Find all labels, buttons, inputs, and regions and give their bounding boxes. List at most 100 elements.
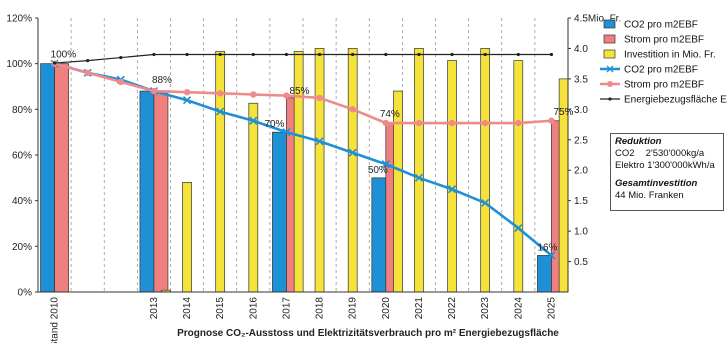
data-label: 50% [368,165,388,176]
left-tick-label: 20% [12,242,32,253]
data-label: 100% [51,50,77,61]
legend-label: Investition in Mio. Fr. [624,50,716,61]
investment-value: 44 Mio. Franken [615,190,684,201]
left-tick-label: 80% [12,105,32,116]
elektro-reduction-row: Elektro 1'300'000kWh/a [615,160,719,172]
legend-label: CO2 pro m2EBF [624,65,698,76]
x-tick-label: 2014 [182,297,193,320]
point-strom [349,106,356,113]
bar-investition [248,102,259,293]
bar-co2 [139,90,155,293]
legend-marker [606,65,614,73]
bar-investition [314,48,325,293]
x-tick-label: 2018 [315,297,326,320]
x-axis-title: Prognose CO₂-Ausstoss und Elektrizitätsv… [177,328,559,339]
legend-swatch [603,49,616,59]
legend-swatch [603,19,616,29]
bar-co2 [371,177,387,293]
point-strom [515,119,522,127]
point-ebf [483,52,487,57]
left-tick-label: 0% [18,288,33,299]
investment-title: Gesamtinvestition [615,178,698,189]
co2-reduction-row: CO2 2'530'000kg/a [615,148,719,160]
x-tick-label: 2015 [215,297,226,320]
bar-investition [393,90,403,293]
data-label: 16% [537,242,557,253]
point-strom [415,119,423,127]
co2-value: 2'530'000kg/a [645,148,705,159]
point-ebf [351,52,355,57]
point-strom [117,78,125,86]
right-tick-label: 4.0 [574,44,588,55]
point-co2 [514,224,523,233]
chart-data-labels: 100% 88% 70% 85% 50% 74% 16% 75% [51,50,574,254]
point-ebf [251,52,255,57]
data-label: 75% [553,107,573,118]
point-co2 [348,148,357,157]
bar-strom [153,90,169,293]
x-tick-label: 2013 [149,297,160,320]
point-ebf [317,52,322,57]
point-co2 [414,173,424,182]
legend-label: Energiebezugsfläche EBF [624,95,727,106]
point-co2 [216,107,225,116]
x-tick-label: 2017 [281,297,292,320]
right-tick-label: 4.5Mio. Fr. [574,14,621,25]
data-label: 88% [152,75,172,86]
right-tick-label: 2.0 [574,166,588,177]
point-strom [283,92,290,99]
x-tick-label: 2023 [480,297,491,320]
co2-key: CO2 [615,148,635,159]
right-tick-label: 2.5 [574,135,588,146]
point-ebf [516,52,520,57]
point-co2 [481,198,490,208]
point-strom [548,117,555,124]
x-tick-label: 2025 [546,297,557,320]
data-label: 85% [289,86,309,97]
bar-investition [414,48,424,293]
point-co2 [282,128,291,137]
right-tick-label: 1.5 [574,196,588,207]
bar-investition [182,182,192,293]
chart-legend: CO2 pro m2EBF Strom pro m2EBF Investition … [600,20,727,106]
bar-investition [347,48,358,293]
x-tick-label: 2019 [348,297,359,320]
point-strom [481,119,489,127]
point-ebf [549,52,554,57]
point-co2 [381,160,390,169]
summary-note-box: Reduktion CO2 2'530'000kg/a Elektro 1'30… [610,133,724,211]
left-tick-label: 40% [12,196,32,207]
chart-axes: 0% 20% 40% 60% 80% 100% 120% 0.5 1.0 1.5 2.0 2.5 3.0… [6,14,621,343]
bar-co2 [272,131,287,293]
point-co2 [547,251,556,260]
point-ebf [284,52,289,57]
x-tick-label: 2022 [447,297,458,320]
x-tick-label: 2024 [513,297,524,320]
x-tick-label: Stand 2010 [50,297,61,343]
data-label: 70% [264,119,284,130]
point-strom [150,87,158,95]
point-ebf [119,55,123,60]
point-strom [382,119,390,127]
bar-co2 [40,63,55,293]
legend-swatch [603,34,616,44]
left-tick-label: 100% [6,59,32,70]
bar-investition [215,51,226,293]
point-strom [448,119,456,127]
point-strom [84,69,91,77]
point-ebf [152,52,156,57]
bar-strom [54,63,69,293]
point-strom [316,94,323,102]
reduktion-title: Reduktion [615,136,662,147]
legend-marker [607,81,613,87]
point-ebf [417,52,421,57]
point-co2 [315,137,324,146]
data-label: 74% [380,109,400,120]
elektro-value: 1'300'000kWh/a [647,160,715,171]
point-co2 [249,116,258,125]
bar-investition [513,60,524,293]
x-tick-label: 2016 [248,297,259,320]
chart-lines [50,52,556,260]
point-co2 [447,185,457,194]
